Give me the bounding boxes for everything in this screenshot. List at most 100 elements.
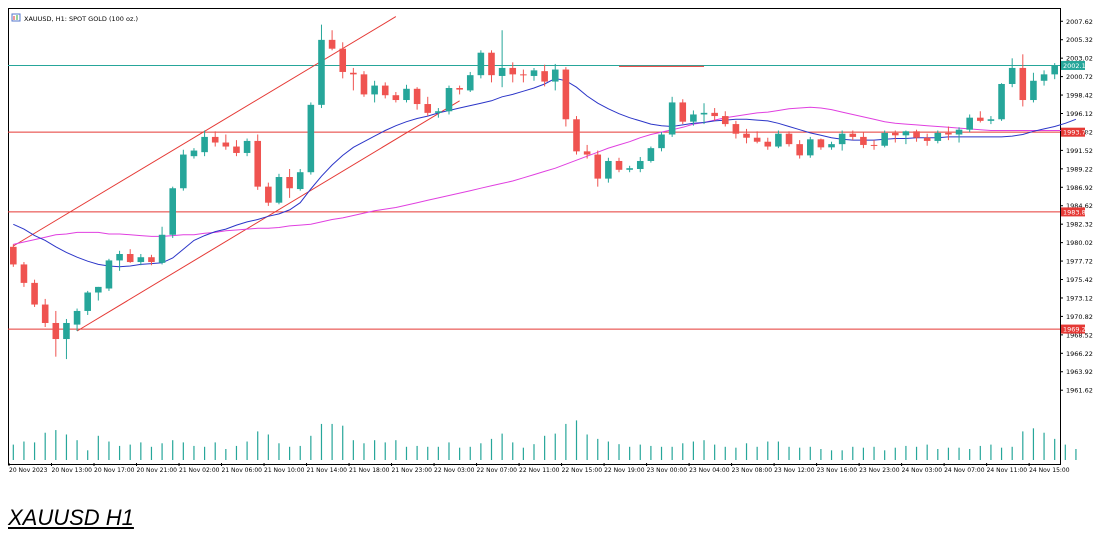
candle-body <box>1030 80 1037 101</box>
x-axis-tick-label: 24 Nov 07:00 <box>944 467 985 474</box>
candle-body <box>307 104 315 173</box>
candle <box>424 96 432 117</box>
candle <box>945 126 952 141</box>
candle-body <box>328 39 336 49</box>
candle-body <box>785 133 793 145</box>
candle <box>721 111 729 127</box>
candle-body <box>318 39 325 105</box>
x-axis-tick-label: 22 Nov 07:00 <box>477 467 518 474</box>
candle <box>934 130 942 144</box>
candle-body <box>466 75 474 91</box>
candle <box>796 140 803 159</box>
y-axis-tick-label: 1961.62 <box>1066 387 1093 395</box>
y-axis-tick-label: 1986.92 <box>1066 184 1093 192</box>
candle <box>583 144 591 159</box>
candle <box>233 140 240 157</box>
y-axis-tick-label: 1998.42 <box>1066 92 1093 100</box>
candle <box>573 116 580 155</box>
price-tag-label: 1983.85 <box>1063 208 1090 216</box>
price-tag-label: 2002.11 <box>1063 62 1090 70</box>
candle <box>828 141 835 150</box>
candle <box>63 318 70 360</box>
candle-body <box>296 172 304 190</box>
candle <box>615 157 623 173</box>
candle-body <box>95 286 102 293</box>
candle-body <box>456 87 463 90</box>
x-axis-tick-label: 23 Nov 08:00 <box>732 467 773 474</box>
x-axis-tick-label: 23 Nov 16:00 <box>817 467 858 474</box>
x-axis-tick-label: 24 Nov 03:00 <box>902 467 943 474</box>
candle-body <box>498 67 506 76</box>
candle <box>20 262 28 287</box>
candle <box>318 24 325 109</box>
candle-body <box>658 134 665 149</box>
price-tag-background <box>1061 207 1085 217</box>
candle-body <box>987 119 995 121</box>
candle-body <box>690 114 697 122</box>
y-axis-tick-label: 1991.52 <box>1066 147 1093 155</box>
chart-header: XAUUSD, H1: SPOT GOLD (100 oz.) <box>11 13 138 23</box>
candle <box>52 310 60 357</box>
candle <box>116 250 123 271</box>
price-chart[interactable]: XAUUSD, H1: SPOT GOLD (100 oz.) 2007.62 20… <box>8 8 1102 478</box>
candle-body <box>573 119 580 152</box>
candle <box>1051 63 1058 80</box>
y-axis-tick-label: 1996.12 <box>1066 110 1093 118</box>
candle-body <box>445 87 453 112</box>
candle <box>275 173 283 205</box>
candle-body <box>201 136 208 153</box>
candle-body <box>530 70 538 76</box>
candle <box>806 136 814 158</box>
candle <box>169 186 177 238</box>
y-axis-tick-label: 1963.92 <box>1066 368 1093 376</box>
x-axis-tick-label: 20 Nov 2023 <box>9 467 48 474</box>
x-axis-tick-label: 22 Nov 19:00 <box>604 467 645 474</box>
candle <box>371 80 378 103</box>
candle-body <box>817 139 825 148</box>
candle-body <box>520 74 527 76</box>
candle-body <box>923 137 931 141</box>
candle-body <box>381 85 389 96</box>
candle-body <box>955 129 963 135</box>
price-tag-background <box>1061 324 1085 334</box>
candle <box>1008 58 1016 88</box>
candle-body <box>350 72 357 75</box>
y-axis-tick-label: 1975.42 <box>1066 276 1093 284</box>
candle <box>254 134 262 190</box>
candle-body <box>764 141 772 147</box>
candle <box>753 131 761 144</box>
candle-body <box>732 124 740 134</box>
candle <box>551 63 559 91</box>
x-axis-tick-label: 21 Nov 18:00 <box>349 467 390 474</box>
candle-body <box>10 246 17 265</box>
x-axis-tick-label: 21 Nov 02:00 <box>179 467 220 474</box>
candle-body <box>73 310 81 325</box>
candle-body <box>583 151 591 155</box>
candle <box>509 62 517 83</box>
x-axis-tick-label: 24 Nov 15:00 <box>1029 467 1070 474</box>
candle <box>445 85 453 115</box>
y-axis-tick-label: 2003.02 <box>1066 55 1093 63</box>
candle <box>201 130 208 157</box>
candle-body <box>860 136 867 145</box>
candle <box>764 137 772 150</box>
candle-body <box>775 133 782 147</box>
candle-body <box>966 117 973 130</box>
candle <box>222 134 230 150</box>
candle <box>413 87 421 110</box>
candle-body <box>275 177 283 203</box>
candle <box>913 129 920 142</box>
plot-area-border <box>8 8 1061 465</box>
candle <box>530 67 538 81</box>
candle <box>605 157 612 183</box>
y-axis-tick-label: 1968.52 <box>1066 331 1093 339</box>
y-axis-tick-label: 2005.32 <box>1066 36 1093 44</box>
candle-body <box>647 148 655 161</box>
candle-body <box>222 142 230 147</box>
candle-body <box>1051 65 1058 75</box>
candle-body <box>509 67 517 75</box>
x-axis-tick-label: 23 Nov 04:00 <box>689 467 730 474</box>
candle <box>1040 70 1048 86</box>
y-axis-tick-label: 1973.12 <box>1066 294 1093 302</box>
chart-canvas[interactable]: XAUUSD, H1: SPOT GOLD (100 oz.) 2007.6220… <box>8 8 1102 478</box>
